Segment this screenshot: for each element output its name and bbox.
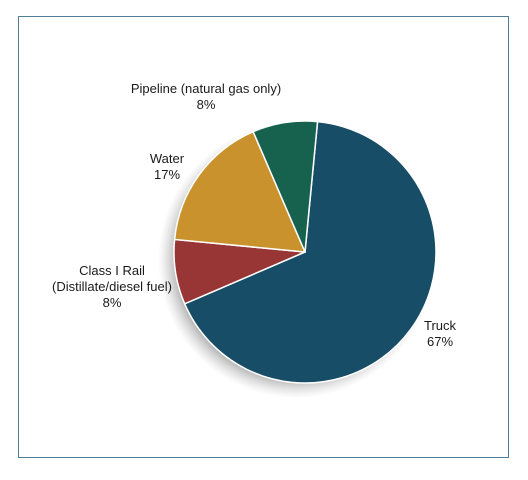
slice-label-rail: Class I Rail (Distillate/diesel fuel) 8% [22, 263, 202, 311]
slice-value-water: 17% [153, 167, 181, 182]
slice-name-pipeline: Pipeline (natural gas only) [130, 81, 282, 96]
slice-name-water: Water [149, 151, 185, 166]
slice-subname-rail: (Distillate/diesel fuel) [52, 279, 172, 294]
slice-name-truck: Truck [423, 318, 457, 333]
slice-name-rail: Class I Rail [79, 263, 145, 278]
pie-slice-pipeline [252, 120, 319, 253]
slice-value-truck: 67% [426, 334, 454, 349]
pie-slice-water [173, 130, 307, 253]
slice-value-rail: 8% [102, 295, 122, 310]
slice-label-water: Water 17% [127, 151, 207, 183]
slice-value-pipeline: 8% [196, 97, 216, 112]
slice-label-truck: Truck 67% [405, 318, 475, 350]
slice-label-pipeline: Pipeline (natural gas only) 8% [116, 81, 296, 113]
pie-slice-truck [183, 120, 437, 384]
